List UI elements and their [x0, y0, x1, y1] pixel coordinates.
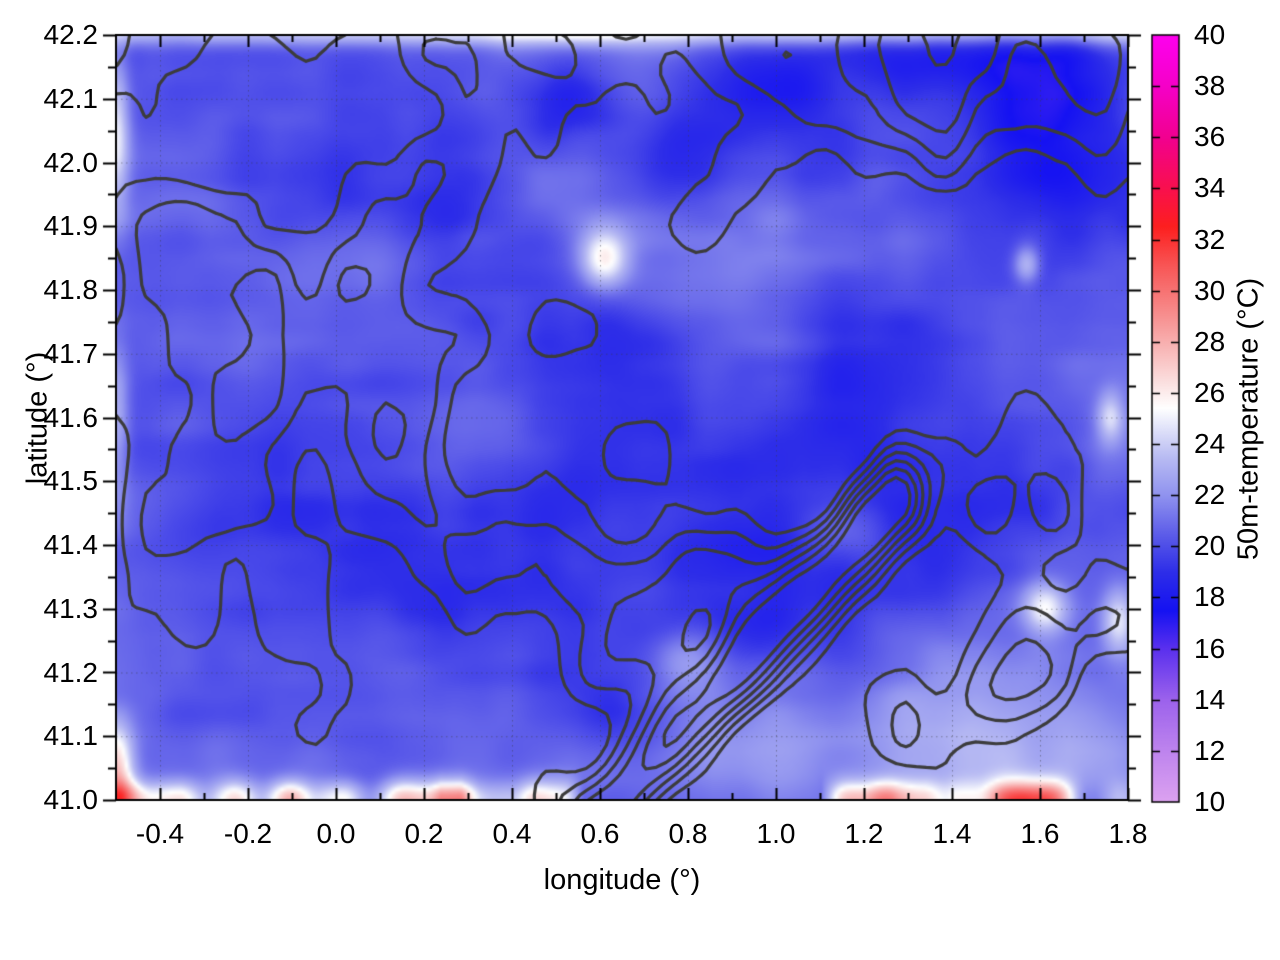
colorbar-tick-label: 14: [1194, 683, 1226, 715]
x-tick-label: -0.2: [223, 818, 273, 849]
y-tick-label: 41.8: [43, 274, 99, 305]
colorbar-tick-label: 26: [1194, 376, 1226, 408]
colorbar-tick-label: 12: [1194, 734, 1226, 766]
y-tick-label: 41.4: [43, 529, 99, 560]
colorbar-tick-label: 20: [1194, 530, 1226, 562]
y-tick-label: 41.5: [43, 465, 99, 497]
y-tick-label: 42.2: [43, 19, 99, 50]
y-axis-label: latitude (°): [21, 351, 54, 484]
x-tick-label: 0.8: [668, 818, 708, 849]
colorbar-tick-label: 30: [1194, 274, 1226, 306]
y-tick-label: 41.2: [43, 656, 99, 688]
y-tick-label: 42.1: [43, 82, 99, 114]
colorbar-tick-label: 38: [1194, 70, 1226, 102]
y-tick-label: 42.0: [43, 146, 99, 178]
x-tick-label: 0.0: [316, 818, 356, 849]
colorbar-tick-label: 22: [1194, 479, 1226, 511]
y-tick-label: 41.7: [43, 337, 99, 369]
colorbar-tick-label: 28: [1194, 325, 1226, 357]
colorbar-tick-label: 40: [1194, 19, 1226, 50]
x-tick-label: 0.4: [492, 818, 532, 849]
x-tick-label: 1.6: [1020, 818, 1060, 849]
x-tick-label: 1.0: [756, 818, 796, 849]
colorbar-tick-label: 18: [1194, 581, 1226, 613]
y-tick-label: 41.3: [43, 592, 99, 624]
x-tick-label: 1.2: [844, 818, 884, 849]
colorbar-tick-label: 16: [1194, 632, 1226, 664]
colorbar-tick-label: 36: [1194, 121, 1226, 153]
y-tick-label: 41.6: [43, 401, 99, 433]
x-axis-label: longitude (°): [543, 864, 701, 896]
x-tick-label: 1.8: [1108, 818, 1148, 849]
y-tick-label: 41.9: [43, 210, 99, 242]
x-tick-label: -0.4: [135, 818, 185, 849]
colorbar-tick-label: 10: [1194, 786, 1226, 817]
colorbar-axis-label: 50m-temperature (°C): [1232, 277, 1265, 560]
y-tick-label: 41.1: [43, 720, 99, 752]
x-tick-label: 0.6: [580, 818, 620, 849]
x-tick-label: 1.4: [932, 818, 972, 849]
y-tick-label: 41.0: [43, 784, 99, 815]
x-tick-label: 0.2: [404, 818, 444, 849]
colorbar-tick-label: 32: [1194, 223, 1226, 255]
colorbar-tick-label: 24: [1194, 428, 1226, 460]
colorbar-tick-label: 34: [1194, 172, 1226, 204]
